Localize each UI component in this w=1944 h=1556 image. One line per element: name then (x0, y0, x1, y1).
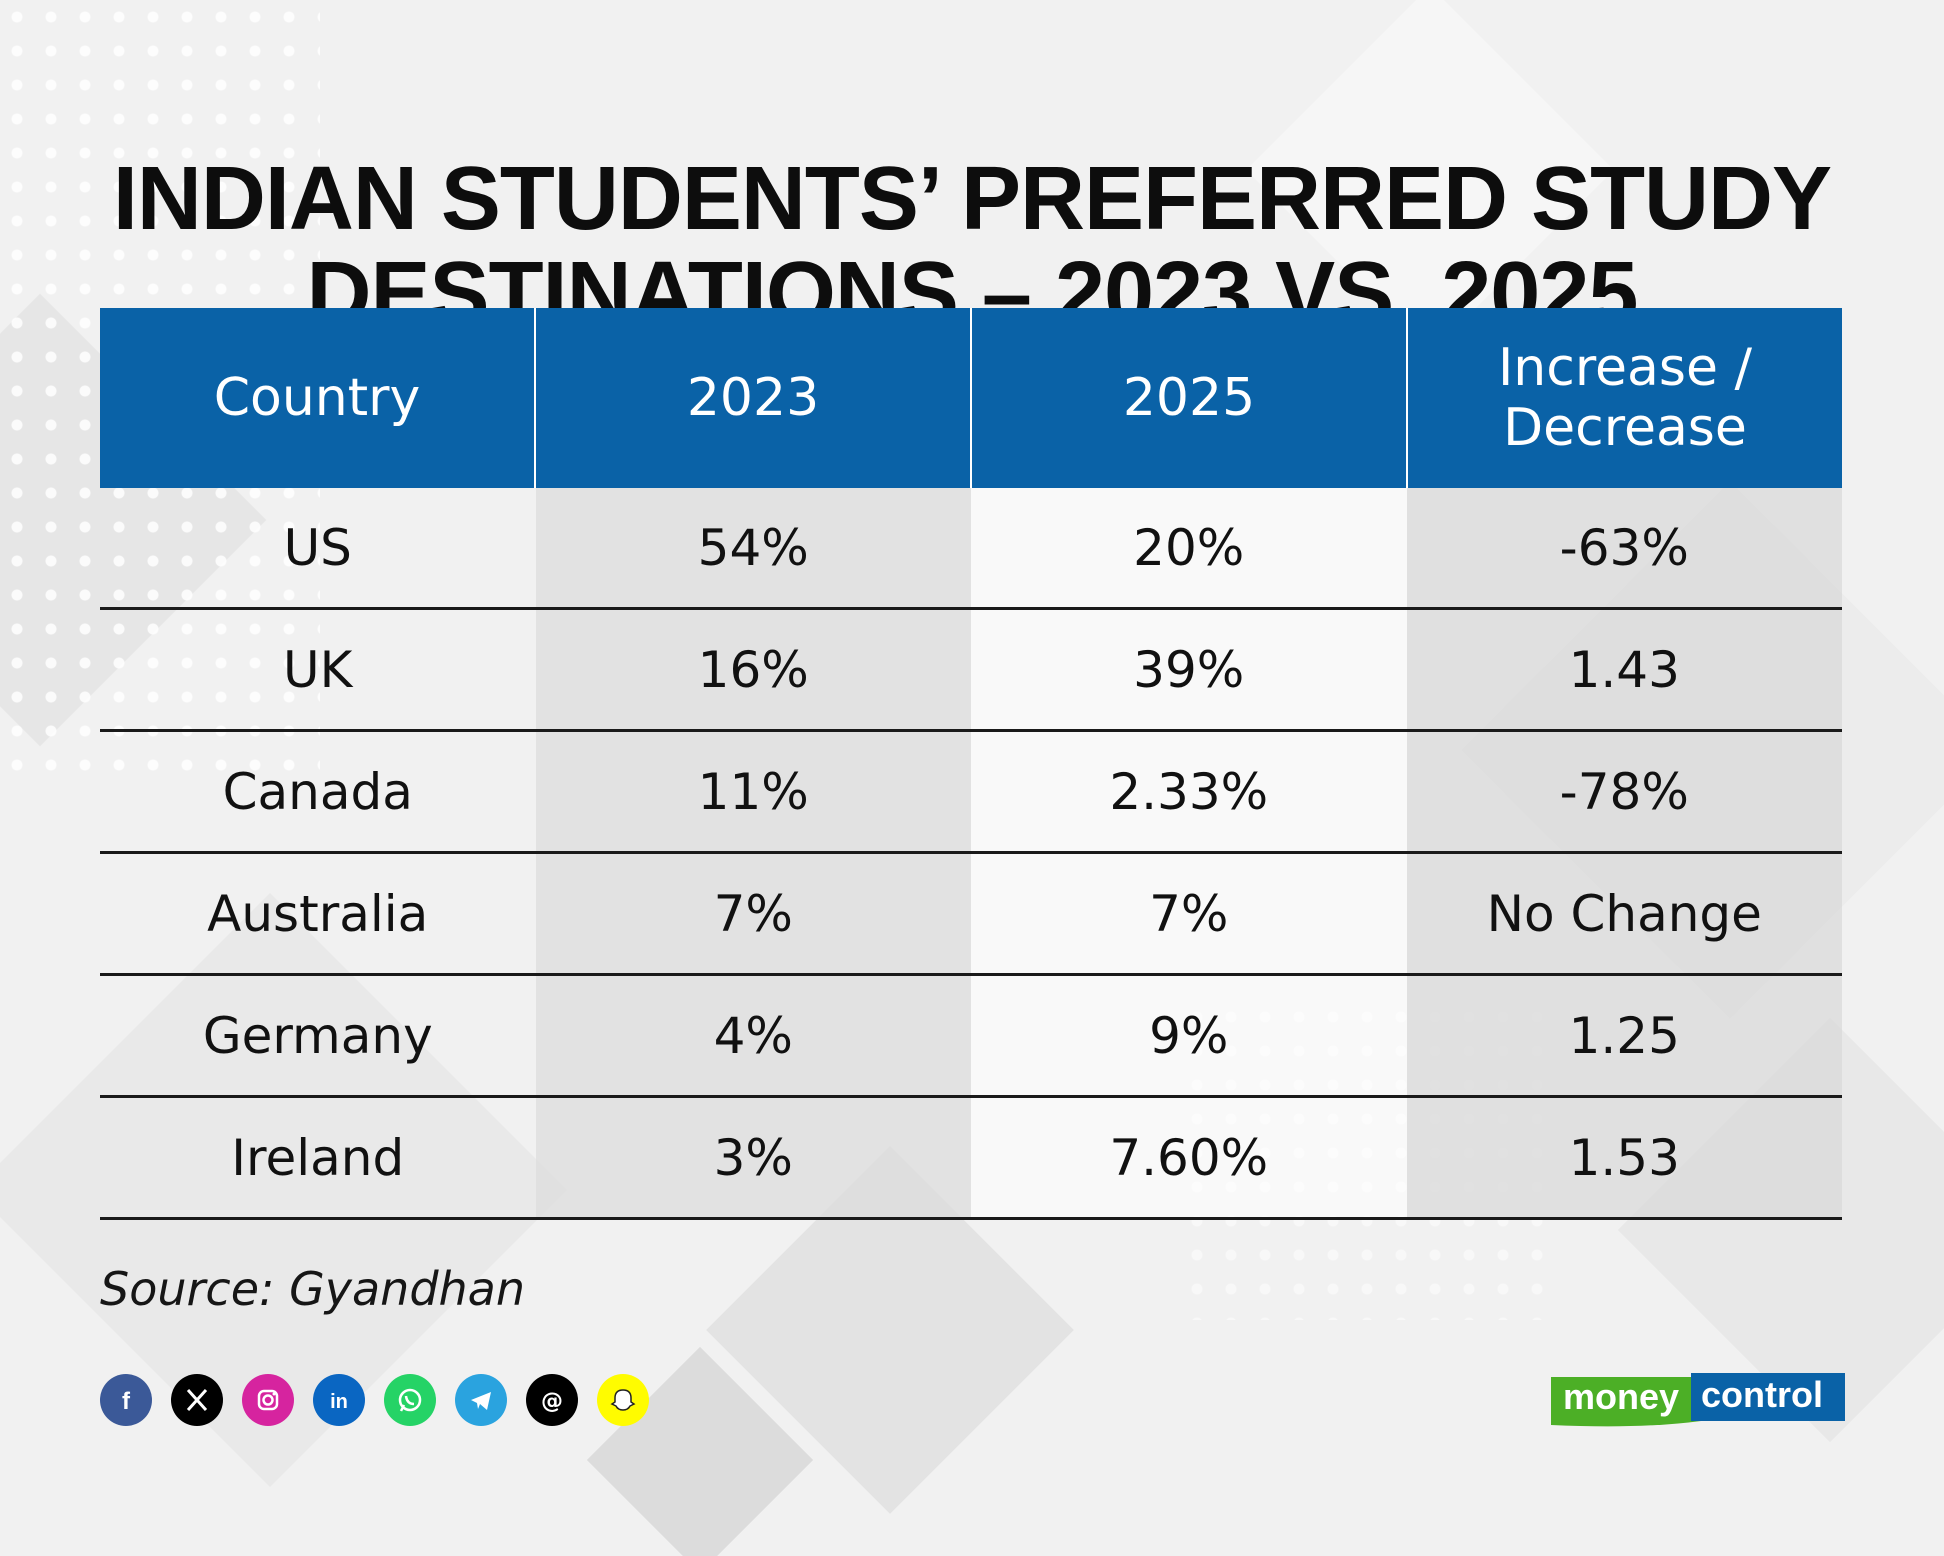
cell-country: Canada (222, 762, 413, 821)
telegram-icon[interactable] (455, 1374, 507, 1426)
svg-text:@: @ (541, 1389, 563, 1414)
svg-text:in: in (330, 1391, 348, 1413)
cell-value-2025: 9% (971, 976, 1407, 1095)
threads-icon[interactable]: @ (526, 1374, 578, 1426)
svg-text:f: f (122, 1388, 131, 1415)
whatsapp-icon[interactable] (384, 1374, 436, 1426)
table-row: US 54% 20% -63% (100, 488, 1842, 610)
cell-change: 1.53 (1406, 1098, 1842, 1217)
table-header: Country 2023 2025 Increase / Decrease (100, 308, 1842, 488)
cell-country: Ireland (231, 1128, 405, 1187)
cell-value-2023: 54% (535, 488, 971, 607)
header-cell-2023: 2023 (534, 308, 970, 488)
table-body: US 54% 20% -63% UK 16% 39% 1.43 Canada 11% 2.33% -7… (100, 488, 1842, 1220)
linkedin-icon[interactable]: in (313, 1374, 365, 1426)
cell-value-2025: 2.33% (971, 732, 1407, 851)
cell-value-2025: 7.60% (971, 1098, 1407, 1217)
svg-text:control: control (1701, 1374, 1823, 1415)
facebook-icon[interactable]: f (100, 1374, 152, 1426)
cell-change: -63% (1406, 488, 1842, 607)
cell-value-2025: 7% (971, 854, 1407, 973)
svg-text:money: money (1563, 1376, 1679, 1417)
title-line-1: INDIAN STUDENTS’ PREFERRED STUDY (112, 149, 1832, 250)
cell-change: 1.25 (1406, 976, 1842, 1095)
table-row: Ireland 3% 7.60% 1.53 (100, 1098, 1842, 1220)
cell-country: US (283, 518, 352, 577)
cell-value-2023: 7% (535, 854, 971, 973)
table-row: Germany 4% 9% 1.25 (100, 976, 1842, 1098)
moneycontrol-logo: money control (1551, 1373, 1845, 1427)
header-cell-2025: 2025 (970, 308, 1406, 488)
source-note: Source: Gyandhan (100, 1262, 526, 1316)
cell-value-2023: 16% (535, 610, 971, 729)
x-icon[interactable] (171, 1374, 223, 1426)
cell-value-2023: 4% (535, 976, 971, 1095)
social-icons: f in @ (100, 1374, 649, 1426)
snapchat-icon[interactable] (597, 1374, 649, 1426)
cell-country: Germany (202, 1006, 433, 1065)
cell-change: 1.43 (1406, 610, 1842, 729)
cell-change: -78% (1406, 732, 1842, 851)
data-table: Country 2023 2025 Increase / Decrease US… (100, 308, 1842, 1220)
cell-change: No Change (1406, 854, 1842, 973)
cell-value-2025: 20% (971, 488, 1407, 607)
table-row: Australia 7% 7% No Change (100, 854, 1842, 976)
cell-value-2023: 3% (535, 1098, 971, 1217)
table-row: UK 16% 39% 1.43 (100, 610, 1842, 732)
cell-country: UK (283, 640, 353, 699)
cell-value-2023: 11% (535, 732, 971, 851)
header-cell-country: Country (100, 308, 534, 488)
cell-country: Australia (207, 884, 429, 943)
header-cell-change: Increase / Decrease (1406, 308, 1842, 488)
table-row: Canada 11% 2.33% -78% (100, 732, 1842, 854)
cell-value-2025: 39% (971, 610, 1407, 729)
instagram-icon[interactable] (242, 1374, 294, 1426)
